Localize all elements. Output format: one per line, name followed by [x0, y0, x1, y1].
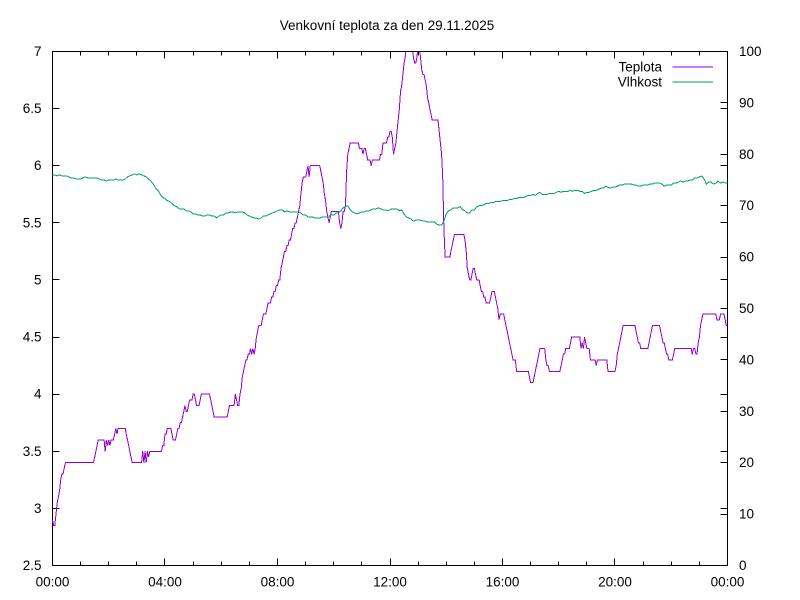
svg-text:08:00: 08:00: [261, 575, 295, 590]
svg-text:4.5: 4.5: [23, 330, 42, 345]
svg-text:2.5: 2.5: [23, 558, 42, 573]
svg-text:5: 5: [34, 272, 42, 287]
svg-text:40: 40: [739, 352, 754, 367]
svg-text:50: 50: [739, 301, 754, 316]
svg-text:3.5: 3.5: [23, 444, 42, 459]
svg-text:Venkovní teplota za den 29.11.: Venkovní teplota za den 29.11.2025: [280, 18, 494, 33]
svg-text:0: 0: [739, 558, 747, 573]
svg-text:30: 30: [739, 404, 754, 419]
svg-text:60: 60: [739, 250, 754, 265]
svg-text:20:00: 20:00: [598, 575, 632, 590]
svg-text:90: 90: [739, 95, 754, 110]
svg-text:00:00: 00:00: [36, 575, 70, 590]
svg-text:5.5: 5.5: [23, 215, 42, 230]
svg-text:80: 80: [739, 147, 754, 162]
svg-text:16:00: 16:00: [486, 575, 520, 590]
svg-text:70: 70: [739, 198, 754, 213]
svg-text:10: 10: [739, 507, 754, 522]
svg-text:00:00: 00:00: [711, 575, 745, 590]
svg-text:20: 20: [739, 455, 754, 470]
svg-text:100: 100: [739, 44, 762, 59]
svg-text:12:00: 12:00: [373, 575, 407, 590]
svg-text:3: 3: [34, 501, 42, 516]
svg-text:4: 4: [34, 387, 42, 402]
svg-text:7: 7: [34, 44, 42, 59]
svg-text:6.5: 6.5: [23, 101, 42, 116]
svg-text:04:00: 04:00: [148, 575, 182, 590]
svg-text:Teplota: Teplota: [618, 60, 662, 75]
svg-text:6: 6: [34, 158, 42, 173]
svg-text:Vlhkost: Vlhkost: [618, 75, 663, 90]
